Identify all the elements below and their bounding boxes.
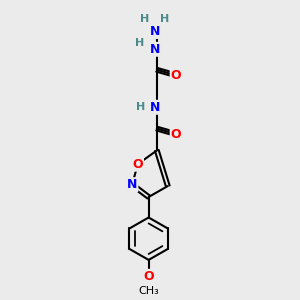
Text: N: N: [127, 178, 137, 191]
Text: N: N: [150, 25, 160, 38]
Text: CH₃: CH₃: [138, 286, 159, 296]
Text: H: H: [140, 14, 150, 24]
Text: H: H: [135, 38, 144, 48]
Text: O: O: [143, 270, 154, 283]
Text: N: N: [150, 101, 160, 114]
Text: N: N: [150, 43, 160, 56]
Text: H: H: [136, 102, 145, 112]
Text: O: O: [132, 158, 143, 171]
Text: O: O: [171, 69, 181, 82]
Text: O: O: [171, 128, 181, 141]
Text: H: H: [160, 14, 170, 24]
